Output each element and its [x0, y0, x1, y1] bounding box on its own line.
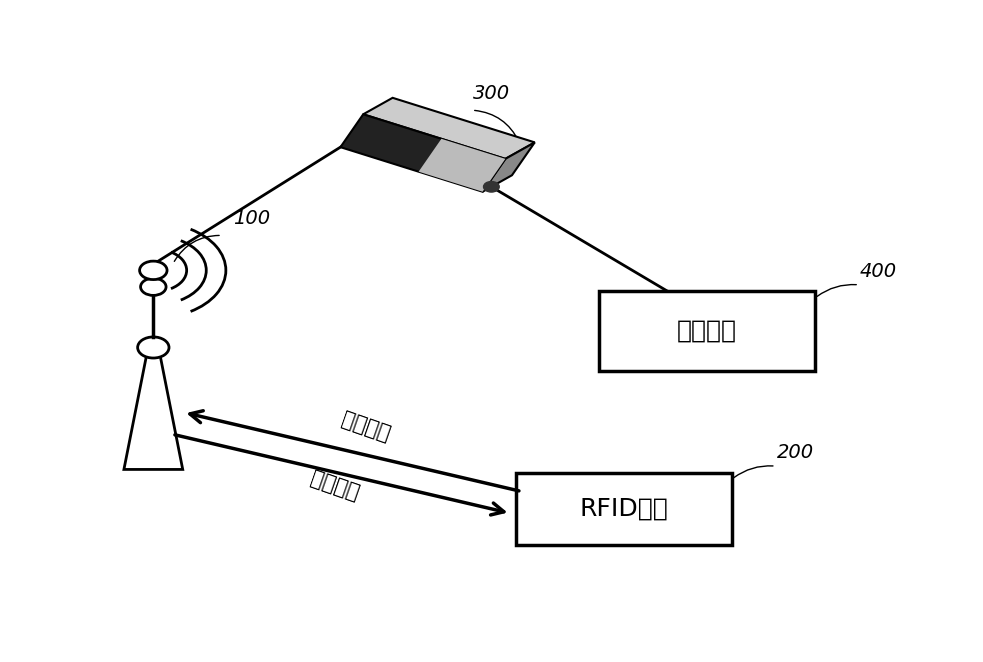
Text: 300: 300	[473, 84, 510, 103]
Polygon shape	[340, 115, 505, 192]
Polygon shape	[419, 139, 505, 192]
Text: 感应信号: 感应信号	[308, 469, 362, 504]
Text: 400: 400	[860, 262, 897, 281]
Text: 100: 100	[233, 209, 270, 228]
Text: RFID标签: RFID标签	[579, 497, 668, 521]
Polygon shape	[363, 98, 535, 159]
Text: 处理单元: 处理单元	[677, 319, 737, 343]
FancyBboxPatch shape	[516, 473, 731, 545]
Polygon shape	[483, 142, 535, 192]
Circle shape	[138, 337, 169, 358]
Polygon shape	[124, 351, 183, 469]
FancyBboxPatch shape	[600, 291, 815, 371]
Text: 射频信号: 射频信号	[338, 409, 392, 445]
Circle shape	[141, 278, 166, 295]
Text: 200: 200	[777, 444, 814, 463]
Circle shape	[140, 261, 167, 279]
Circle shape	[484, 181, 499, 192]
